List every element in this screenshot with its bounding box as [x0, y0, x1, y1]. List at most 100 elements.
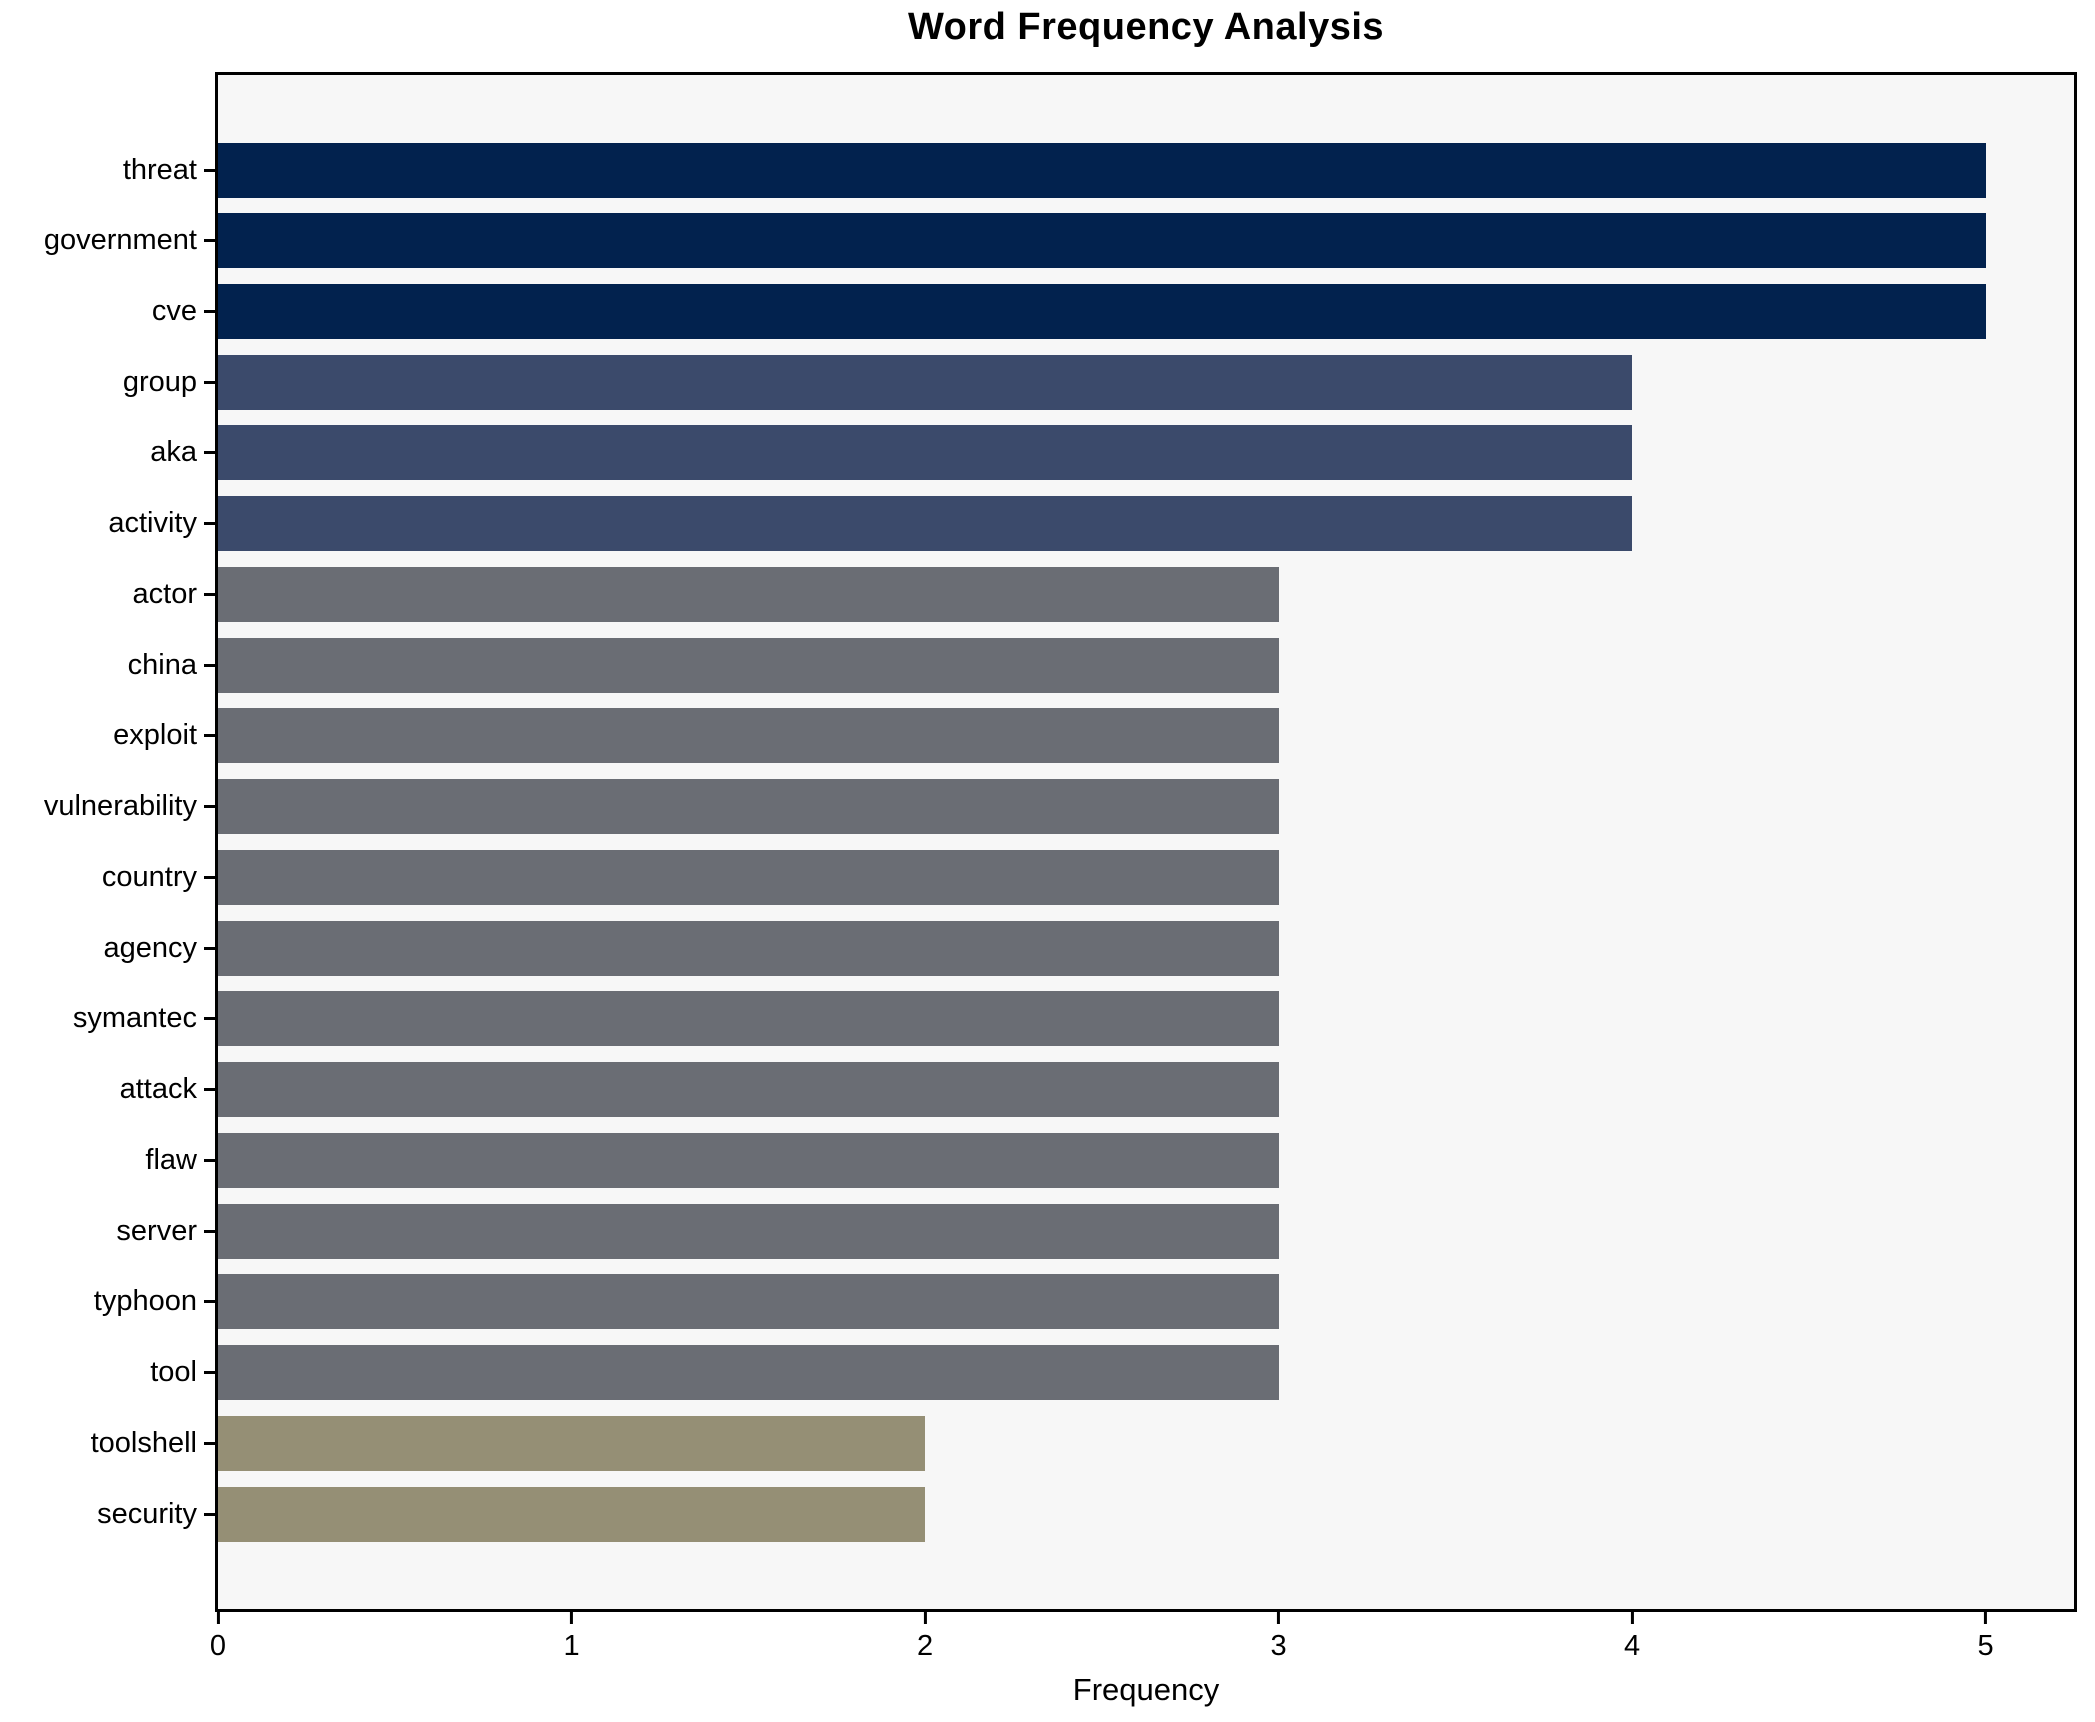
x-tick-1: 1 [563, 1612, 580, 1663]
bar-group [218, 354, 1633, 410]
y-tick-row-vulnerability: vulnerability [44, 790, 215, 824]
y-tick-mark [204, 663, 215, 667]
y-tick-mark [204, 451, 215, 455]
y-tick-mark [204, 1158, 215, 1162]
y-tick-label: exploit [113, 719, 197, 752]
x-tick-mark [1630, 1612, 1634, 1624]
bar-symantec [218, 991, 1279, 1047]
x-tick-4: 4 [1624, 1612, 1640, 1663]
y-tick-mark [204, 1371, 215, 1375]
x-axis-label: Frequency [1072, 1672, 1220, 1707]
y-tick-row-symantec: symantec [73, 1002, 215, 1036]
y-tick-label: threat [122, 153, 197, 186]
y-tick-mark [204, 239, 215, 243]
y-tick-row-country: country [102, 860, 215, 894]
x-tick-5: 5 [1978, 1612, 1994, 1663]
y-tick-mark [204, 309, 215, 313]
bar-government [218, 213, 1986, 269]
y-tick-row-group: group [123, 365, 215, 399]
x-tick-mark [570, 1612, 574, 1624]
bar-cve [218, 283, 1986, 339]
bar-actor [218, 566, 1279, 622]
y-tick-label: government [43, 224, 197, 257]
x-tick-label: 5 [1977, 1630, 1994, 1662]
y-tick-label: aka [150, 436, 197, 469]
x-axis-ticks: 0 1 2 3 4 5 [210, 1612, 2074, 1672]
y-tick-label: agency [103, 931, 197, 964]
y-tick-mark [204, 946, 215, 950]
y-tick-mark [204, 592, 215, 596]
x-tick-mark [1277, 1612, 1281, 1624]
y-tick-mark [204, 1017, 215, 1021]
y-tick-mark [204, 168, 215, 172]
bar-toolshell [218, 1415, 926, 1471]
y-tick-mark [204, 380, 215, 384]
y-tick-label: security [97, 1497, 197, 1530]
chart-title: Word Frequency Analysis [907, 6, 1385, 48]
bar-security [218, 1486, 926, 1542]
y-tick-label: symantec [72, 1002, 197, 1035]
y-tick-row-actor: actor [133, 577, 215, 611]
y-tick-label: actor [132, 577, 197, 610]
bar-china [218, 637, 1279, 693]
y-tick-mark [204, 1088, 215, 1092]
y-tick-mark [204, 522, 215, 526]
y-tick-row-toolshell: toolshell [91, 1426, 215, 1460]
y-tick-row-typhoon: typhoon [94, 1285, 215, 1319]
y-tick-label: typhoon [93, 1285, 197, 1318]
y-tick-mark [204, 875, 215, 879]
bar-typhoon [218, 1274, 1279, 1330]
y-tick-row-china: china [128, 648, 215, 682]
y-tick-label: flaw [145, 1143, 197, 1176]
y-tick-row-attack: attack [120, 1073, 215, 1107]
x-tick-mark [923, 1612, 927, 1624]
y-tick-label: tool [150, 1356, 197, 1389]
y-tick-mark [204, 1229, 215, 1233]
x-tick-3: 3 [1270, 1612, 1287, 1663]
y-tick-label: china [127, 648, 197, 681]
bar-threat [218, 142, 1986, 198]
y-tick-mark [204, 1441, 215, 1445]
y-tick-row-government: government [44, 224, 215, 258]
y-tick-label: country [101, 860, 197, 893]
bar-exploit [218, 708, 1279, 764]
x-tick-label: 2 [916, 1630, 934, 1662]
y-tick-row-threat: threat [123, 153, 215, 187]
x-tick-label: 0 [209, 1630, 227, 1662]
y-tick-row-security: security [97, 1497, 215, 1531]
y-tick-label: group [122, 365, 197, 398]
x-tick-label: 1 [563, 1630, 580, 1662]
y-tick-row-activity: activity [108, 507, 215, 541]
y-tick-mark [204, 1300, 215, 1304]
y-tick-row-aka: aka [150, 436, 215, 470]
bar-agency [218, 920, 1279, 976]
x-tick-mark [216, 1612, 220, 1624]
y-tick-label: activity [108, 507, 197, 540]
bar-aka [218, 425, 1633, 481]
bar-tool [218, 1345, 1279, 1401]
bar-server [218, 1203, 1279, 1259]
y-tick-row-cve: cve [152, 294, 215, 328]
bar-activity [218, 496, 1633, 552]
y-tick-label: attack [119, 1073, 197, 1106]
bar-country [218, 849, 1279, 905]
y-tick-row-agency: agency [103, 931, 215, 965]
y-tick-row-tool: tool [150, 1356, 215, 1390]
y-tick-row-server: server [116, 1214, 215, 1248]
y-tick-row-flaw: flaw [145, 1143, 215, 1177]
bar-vulnerability [218, 779, 1279, 835]
y-tick-label: vulnerability [43, 790, 197, 823]
bar-attack [218, 1062, 1279, 1118]
x-tick-label: 4 [1624, 1630, 1641, 1662]
x-tick-2: 2 [917, 1612, 933, 1663]
y-axis-labels: threat government cve group aka activity actor… [0, 75, 215, 1609]
x-tick-label: 3 [1270, 1630, 1287, 1662]
y-tick-row-exploit: exploit [113, 719, 215, 753]
y-tick-label: server [116, 1214, 197, 1247]
plot-area [215, 72, 2077, 1612]
y-tick-mark [204, 734, 215, 738]
y-tick-mark [204, 1512, 215, 1516]
y-tick-mark [204, 805, 215, 809]
y-tick-label: toolshell [90, 1426, 197, 1459]
